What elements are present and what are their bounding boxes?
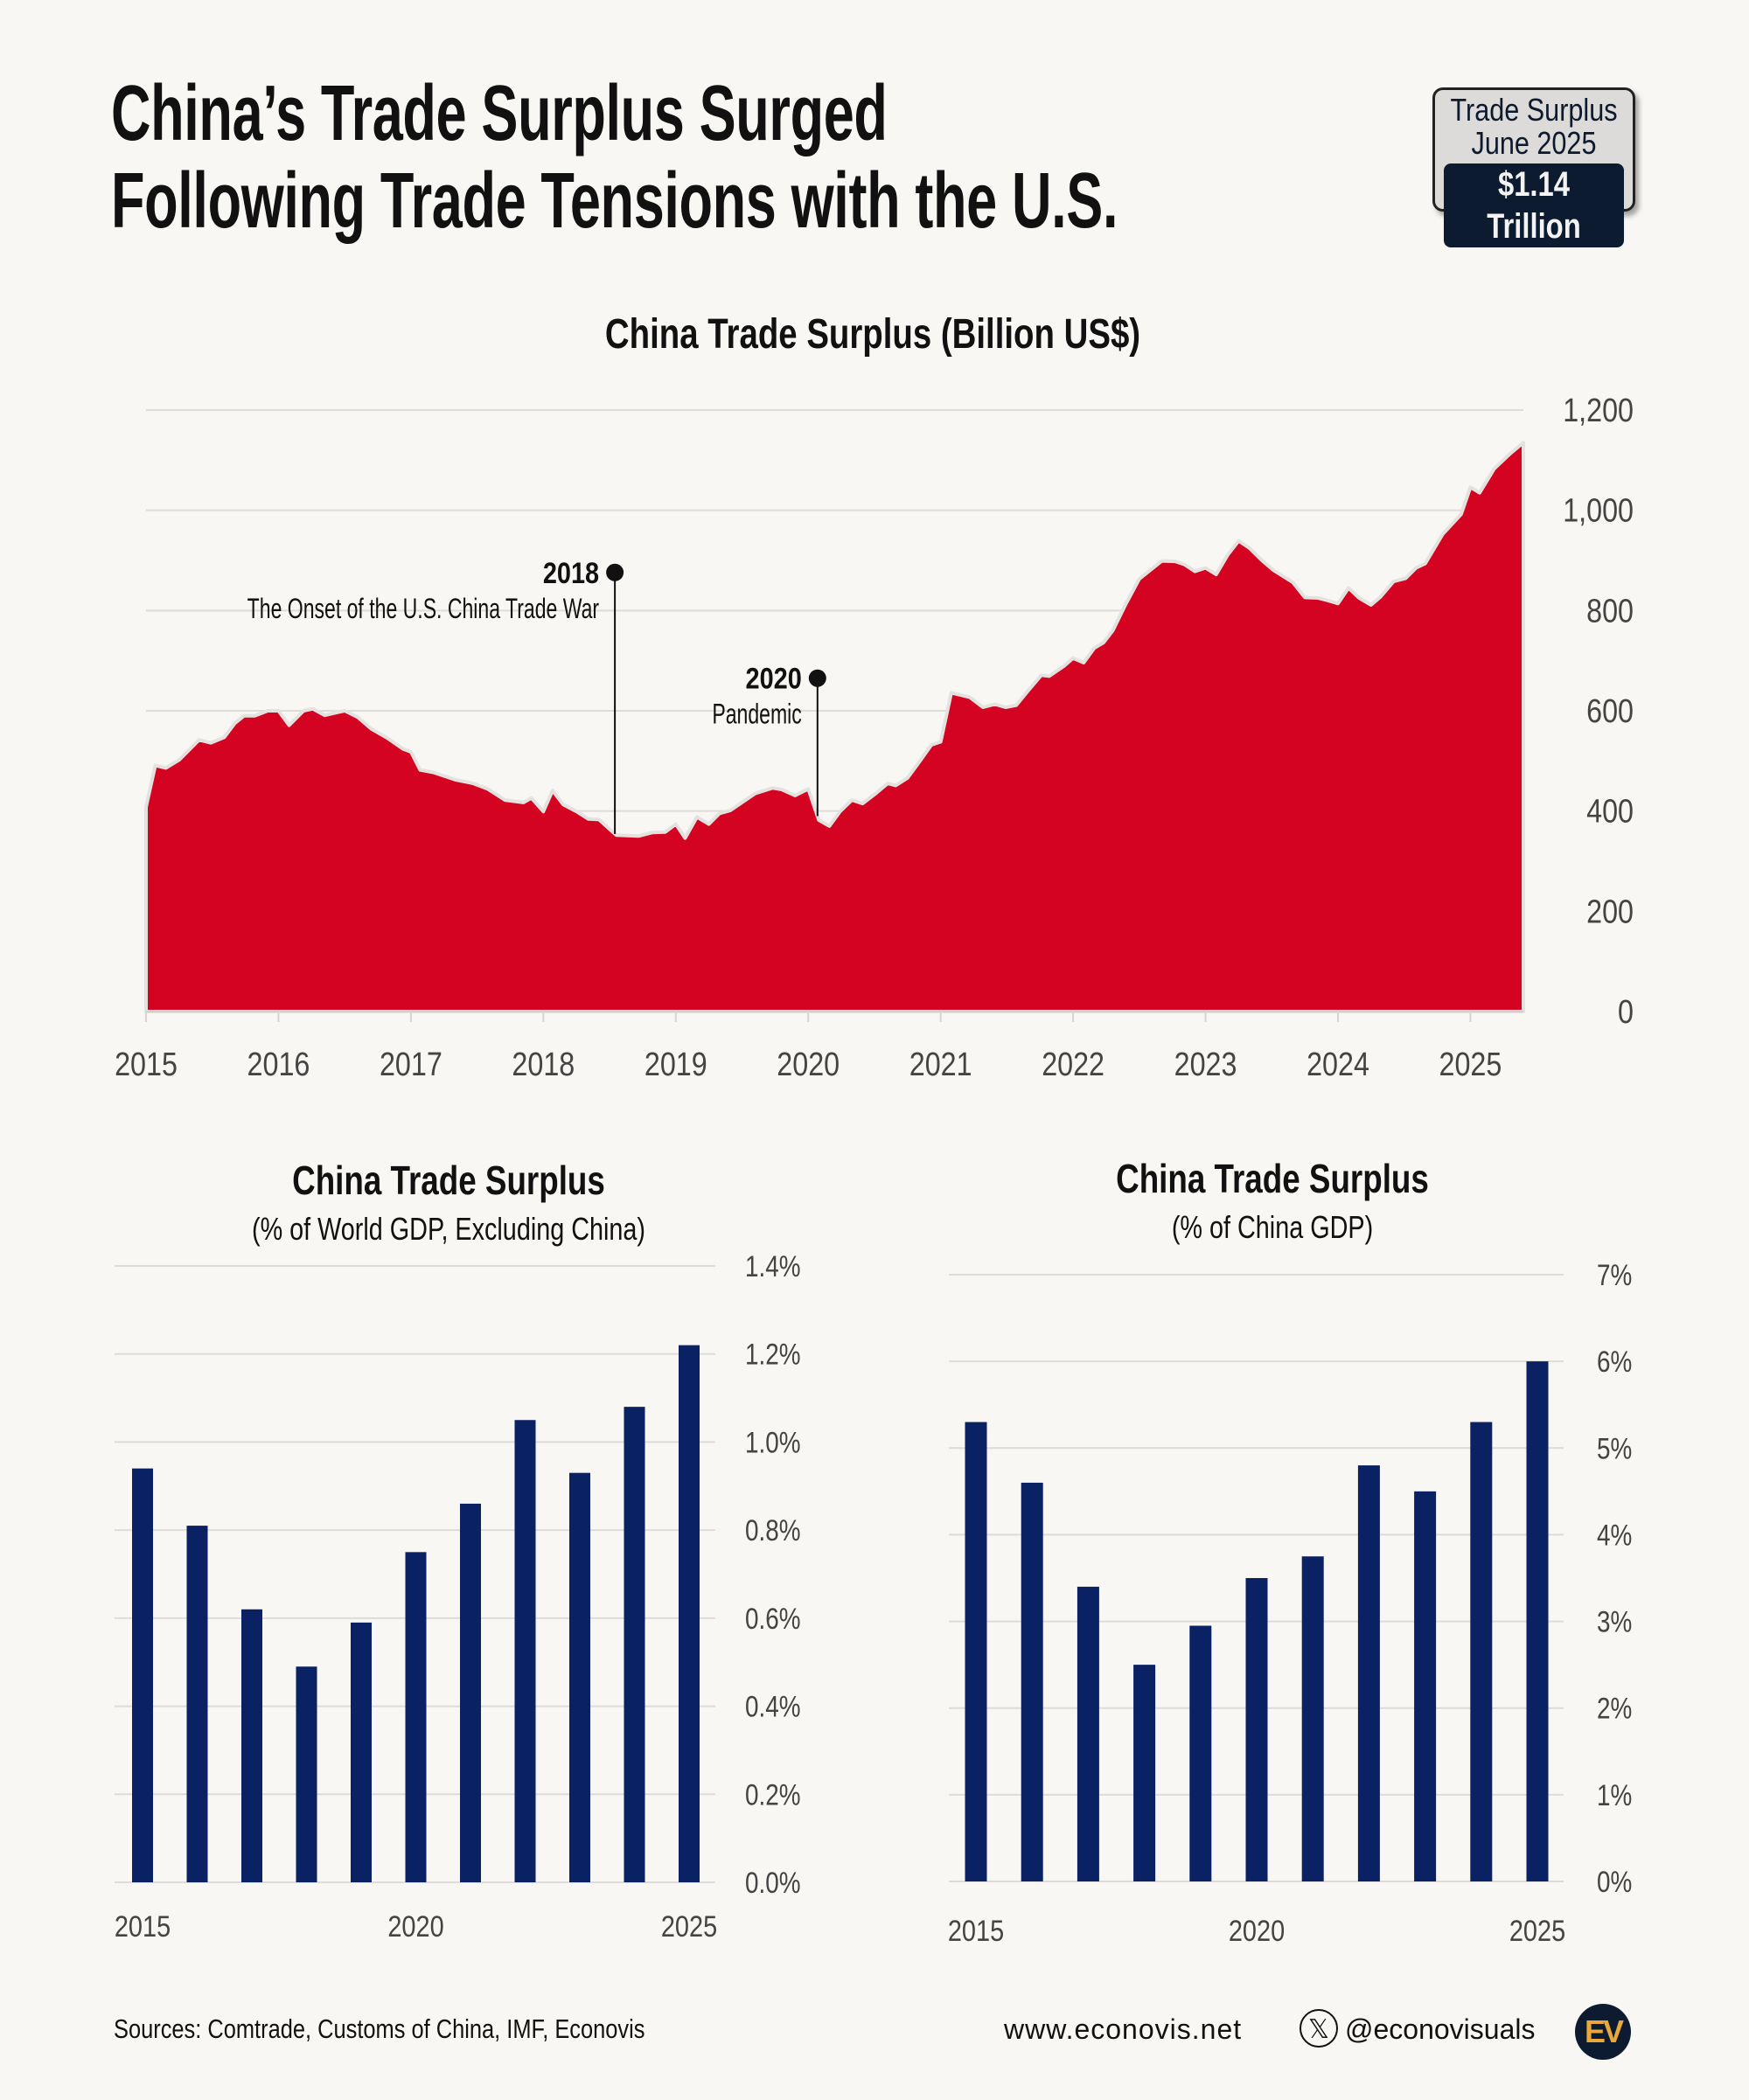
bar <box>1189 1625 1212 1881</box>
badge-label: Trade Surplus <box>1450 92 1618 128</box>
bar <box>679 1345 700 1882</box>
bar <box>132 1468 153 1882</box>
y-tick-label: 1.4% <box>745 1249 801 1283</box>
trade-surplus-badge: Trade Surplus June 2025 $1.14 Trillion <box>1432 87 1635 247</box>
annotation-marker <box>808 669 826 687</box>
title-line-1: China’s Trade Surplus Surged <box>111 70 888 157</box>
x-tick-label: 2018 <box>512 1047 575 1083</box>
sources-text: Sources: Comtrade, Customs of China, IMF… <box>114 2013 645 2044</box>
social-handle[interactable]: @econovisuals <box>1345 2013 1536 2045</box>
badge-value: $1.14 Trillion <box>1444 163 1624 247</box>
y-tick-label: 0.2% <box>745 1778 801 1811</box>
y-tick-label: 0.6% <box>745 1602 801 1635</box>
x-tick-label: 2025 <box>661 1909 717 1944</box>
x-tick-label: 2023 <box>1174 1047 1237 1083</box>
y-tick-label: 800 <box>1586 593 1634 629</box>
bar <box>296 1666 317 1882</box>
x-tick-label: 2015 <box>115 1909 171 1944</box>
x-tick-label: 2025 <box>1509 1914 1565 1948</box>
annotation-text: Pandemic <box>712 699 801 730</box>
area-chart-title: China Trade Surplus (Billion US$) <box>605 311 1140 358</box>
badge-date: June 2025 <box>1471 125 1597 161</box>
x-tick-label: 2020 <box>1229 1914 1285 1948</box>
title-line-2: Following Trade Tensions with the U.S. <box>111 157 1118 245</box>
x-tick-label: 2025 <box>1439 1047 1502 1083</box>
bar <box>460 1503 481 1882</box>
bar <box>405 1552 427 1882</box>
x-tick-label: 2015 <box>948 1914 1004 1948</box>
x-tick-label: 2017 <box>380 1047 442 1083</box>
bar <box>965 1422 987 1881</box>
x-tick-label: 2020 <box>387 1909 443 1944</box>
website-link[interactable]: www.econovis.net <box>1004 2013 1243 2045</box>
y-tick-label: 2% <box>1597 1692 1632 1725</box>
bar <box>1526 1361 1549 1881</box>
bar <box>1021 1482 1043 1881</box>
bar <box>1077 1586 1099 1881</box>
annotation-text: The Onset of the U.S. China Trade War <box>247 593 599 624</box>
bar <box>241 1609 262 1882</box>
bar <box>1470 1422 1493 1881</box>
bar <box>1245 1578 1268 1881</box>
x-logo-icon: 𝕏 <box>1300 2009 1338 2048</box>
x-tick-label: 2022 <box>1042 1047 1104 1083</box>
bar <box>1357 1465 1380 1881</box>
econovis-logo: EV <box>1575 2004 1631 2060</box>
y-tick-label: 200 <box>1586 894 1634 930</box>
bar <box>1133 1665 1156 1881</box>
y-tick-label: 1% <box>1597 1778 1632 1811</box>
x-tick-label: 2024 <box>1307 1047 1369 1083</box>
y-tick-label: 400 <box>1586 793 1634 830</box>
annotation-year: 2018 <box>543 556 599 590</box>
bar-chart-subtitle: (% of World GDP, Excluding China) <box>252 1211 645 1247</box>
x-tick-label: 2021 <box>909 1047 972 1083</box>
y-tick-label: 1.0% <box>745 1426 801 1459</box>
x-tick-label: 2019 <box>645 1047 707 1083</box>
bar <box>186 1526 208 1882</box>
y-tick-label: 0 <box>1618 994 1634 1031</box>
y-tick-label: 3% <box>1597 1605 1632 1638</box>
bar-chart-title: China Trade Surplus <box>1116 1156 1429 1201</box>
y-tick-label: 6% <box>1597 1346 1632 1379</box>
y-tick-label: 0.4% <box>745 1690 801 1723</box>
y-tick-label: 1.2% <box>745 1338 801 1371</box>
y-tick-label: 1,200 <box>1563 393 1634 429</box>
x-tick-label: 2020 <box>777 1047 840 1083</box>
annotation-year: 2020 <box>746 661 802 695</box>
x-tick-label: 2016 <box>247 1047 310 1083</box>
bar <box>351 1622 372 1882</box>
bar <box>569 1472 590 1882</box>
y-tick-label: 600 <box>1586 693 1634 730</box>
bar <box>1414 1491 1437 1881</box>
trade-surplus-area <box>144 441 1525 1013</box>
y-tick-label: 0.8% <box>745 1514 801 1547</box>
bar-chart-title: China Trade Surplus <box>292 1158 605 1203</box>
y-tick-label: 0.0% <box>745 1866 801 1899</box>
y-tick-label: 4% <box>1597 1519 1632 1552</box>
y-tick-label: 5% <box>1597 1432 1632 1465</box>
page-title: China’s Trade Surplus Surged Following T… <box>111 70 1118 245</box>
bar <box>624 1407 645 1882</box>
y-tick-label: 1,000 <box>1563 492 1634 529</box>
y-tick-label: 7% <box>1597 1258 1632 1291</box>
annotation-marker <box>606 563 624 581</box>
bar <box>514 1420 536 1882</box>
bar-chart-subtitle: (% of China GDP) <box>1172 1209 1373 1245</box>
x-tick-label: 2015 <box>115 1047 178 1083</box>
bar <box>1301 1556 1324 1881</box>
y-tick-label: 0% <box>1597 1865 1632 1898</box>
